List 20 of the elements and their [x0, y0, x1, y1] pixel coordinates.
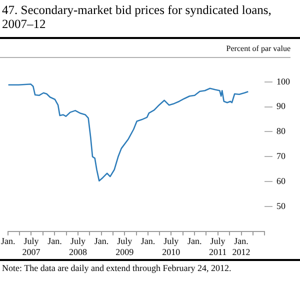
x-tick-label: July 2009 [116, 236, 134, 257]
x-tick-label: Jan. [1, 236, 16, 246]
chart-title: 47. Secondary-market bid prices for syndicated loans, 2007–12 [1, 2, 272, 33]
y-tick-label: 80 [276, 126, 286, 136]
x-tick-label: Jan. [188, 236, 202, 246]
x-tick-label: Jan. [94, 236, 109, 246]
y-tick-label: 70 [276, 151, 286, 162]
y-axis-title: Percent of par value [226, 44, 291, 54]
x-tick-label: July 2011 [208, 236, 227, 257]
y-tick-label: 90 [276, 101, 286, 112]
y-tick-label: 100 [276, 76, 290, 86]
x-tick-label: July 2008 [68, 236, 88, 257]
x-tick-label: Jan. [48, 236, 62, 246]
x-tick-label: Jan. [140, 236, 156, 246]
x-tick-label: July 2007 [22, 236, 41, 257]
text: Note: The data are daily and extend through February 24, 2012. [1, 262, 232, 274]
x-tick-label: July 2010 [162, 236, 181, 257]
y-tick-label: 60 [276, 176, 286, 186]
y-tick-label: 50 [276, 200, 286, 211]
x-tick-label: Jan. 2012 [232, 236, 250, 257]
